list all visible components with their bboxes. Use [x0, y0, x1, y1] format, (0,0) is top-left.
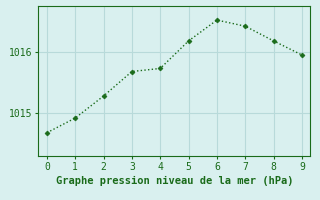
- X-axis label: Graphe pression niveau de la mer (hPa): Graphe pression niveau de la mer (hPa): [56, 176, 293, 186]
